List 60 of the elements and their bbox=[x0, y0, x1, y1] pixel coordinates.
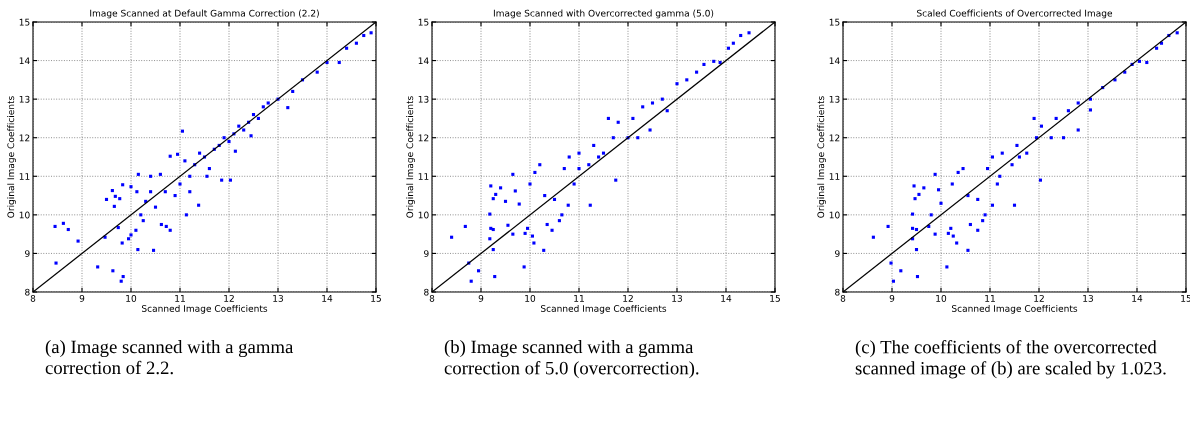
y-tick-label: 8 bbox=[424, 288, 429, 296]
y-axis-title: Original Image Coefficients bbox=[817, 96, 826, 218]
y-tick-label: 10 bbox=[19, 211, 30, 219]
x-axis-title: Scanned Image Coefficients bbox=[141, 304, 268, 314]
x-tick-label: 14 bbox=[322, 295, 333, 302]
y-tick-label: 9 bbox=[835, 250, 840, 257]
x-tick-label: 11 bbox=[175, 295, 185, 302]
y-tick-label: 13 bbox=[418, 95, 429, 103]
x-tick-label: 10 bbox=[126, 294, 137, 302]
x-tick-label: 8 bbox=[429, 294, 435, 302]
x-tick-label: 8 bbox=[840, 294, 846, 302]
x-tick-label: 10 bbox=[525, 294, 536, 302]
x-tick-label: 9 bbox=[478, 294, 484, 302]
x-tick-label: 11 bbox=[574, 295, 584, 302]
x-tick-label: 12 bbox=[1034, 294, 1044, 302]
y-tick-label: 10 bbox=[418, 211, 429, 219]
x-tick-label: 12 bbox=[623, 294, 633, 302]
y-tick-label: 15 bbox=[418, 18, 429, 26]
chart-title: Image Scanned with Overcorrected gamma (5.0) bbox=[493, 9, 714, 19]
x-axis-title: Scanned Image Coefficients bbox=[951, 304, 1078, 314]
y-axis-title: Original Image Coefficients bbox=[406, 96, 415, 218]
x-tick-label: 14 bbox=[721, 295, 732, 302]
x-tick-label: 9 bbox=[79, 294, 85, 302]
y-tick-label: 11 bbox=[829, 173, 840, 180]
y-tick-label: 14 bbox=[19, 57, 30, 64]
chart-title: Scaled Coefficients of Overcorrected Image bbox=[917, 9, 1113, 19]
y-tick-label: 14 bbox=[418, 57, 429, 64]
text: (c) The coefficients of the overcorrected scanned image of (b) are scaled by 1.023. bbox=[855, 340, 1166, 379]
y-tick-label: 10 bbox=[829, 211, 840, 219]
x-tick-label: 13 bbox=[672, 294, 683, 302]
y-tick-label: 12 bbox=[418, 134, 429, 142]
y-tick-label: 14 bbox=[829, 57, 840, 64]
x-tick-label: 15 bbox=[1181, 295, 1190, 302]
y-tick-label: 13 bbox=[19, 95, 30, 103]
x-tick-label: 8 bbox=[30, 294, 36, 302]
y-tick-label: 15 bbox=[829, 18, 840, 26]
y-tick-label: 9 bbox=[25, 250, 30, 257]
x-tick-label: 11 bbox=[985, 295, 995, 302]
chart-title: Image Scanned at Default Gamma Correction (2.2) bbox=[90, 9, 319, 19]
y-tick-label: 11 bbox=[19, 173, 30, 180]
x-tick-label: 9 bbox=[889, 294, 895, 302]
y-tick-label: 15 bbox=[19, 18, 30, 26]
x-tick-label: 12 bbox=[224, 294, 234, 302]
y-tick-label: 12 bbox=[19, 134, 30, 142]
y-tick-label: 9 bbox=[424, 250, 429, 257]
x-tick-label: 13 bbox=[1083, 294, 1094, 302]
y-tick-label: 8 bbox=[25, 288, 30, 296]
text: (a) Image scanned with a gamma correction of 2.2. bbox=[45, 340, 294, 375]
text: (b) Image scanned with a gamma correction of 5.0 (overcorrection). bbox=[444, 340, 699, 379]
x-tick-label: 13 bbox=[273, 294, 284, 302]
x-tick-label: 15 bbox=[371, 295, 381, 302]
x-tick-label: 14 bbox=[1132, 295, 1143, 302]
x-tick-label: 10 bbox=[936, 294, 947, 302]
y-tick-label: 13 bbox=[829, 95, 840, 103]
x-tick-label: 15 bbox=[770, 295, 780, 302]
y-axis-title: Original Image Coefficients bbox=[7, 96, 16, 218]
y-tick-label: 11 bbox=[418, 173, 429, 180]
y-tick-label: 12 bbox=[829, 134, 840, 142]
x-axis-title: Scanned Image Coefficients bbox=[540, 304, 667, 314]
y-tick-label: 8 bbox=[835, 288, 840, 296]
